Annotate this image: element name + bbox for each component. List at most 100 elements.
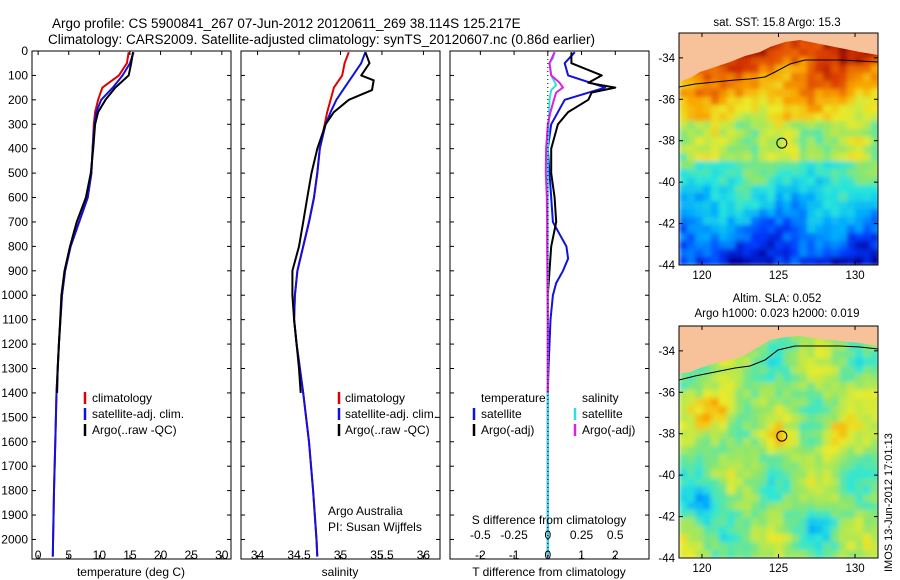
sla-cell (711, 454, 720, 463)
sla-cell (719, 494, 728, 503)
sst-cell (719, 121, 728, 130)
sla-cell (855, 374, 864, 383)
sst-cell (711, 169, 720, 178)
sla-cell (687, 382, 696, 391)
sst-cell (679, 201, 688, 210)
sla-cell (847, 486, 856, 495)
depth-tick-label: 0 (21, 44, 28, 58)
sst-cell (759, 193, 768, 202)
sla-cell (695, 526, 704, 535)
sst-cell (791, 121, 800, 130)
sla-cell (679, 414, 688, 423)
map-lon-label: 120 (692, 563, 711, 575)
sla-cell (775, 478, 784, 487)
sst-cell (863, 161, 872, 170)
sst-cell (783, 145, 792, 154)
sst-cell (775, 73, 784, 82)
sst-cell (703, 161, 712, 170)
sst-cell (775, 113, 784, 122)
sst-cell (807, 121, 816, 130)
sst-cell (815, 145, 824, 154)
sla-cell (695, 366, 704, 375)
sst-cell (719, 249, 728, 258)
sla-cell (823, 446, 832, 455)
sla-cell (759, 486, 768, 495)
x-tick-label: 25 (185, 548, 199, 562)
sst-cell (695, 121, 704, 130)
sst-cell (719, 169, 728, 178)
sla-cell (767, 390, 776, 399)
sst-cell (743, 177, 752, 186)
sst-cell (871, 145, 878, 154)
sla-cell (687, 398, 696, 407)
sst-cell (743, 249, 752, 258)
sst-cell (823, 201, 832, 210)
sst-cell (719, 137, 728, 146)
sst-cell (719, 177, 728, 186)
depth-axis: 0 100 200 300 400 500 600 700 800 900 1000 1100 1200… (1, 44, 649, 546)
sla-cell (711, 398, 720, 407)
sst-cell (807, 209, 816, 218)
sla-cell (775, 494, 784, 503)
sla-cell (863, 518, 872, 527)
sst-cell (791, 105, 800, 114)
sla-cell (871, 542, 878, 551)
sst-cell (679, 161, 688, 170)
sla-cell (863, 342, 872, 351)
sla-cell (799, 406, 808, 415)
sla-cell (799, 534, 808, 543)
sst-cell (759, 201, 768, 210)
sla-cell (703, 550, 712, 558)
sla-cell (759, 534, 768, 543)
sst-cell (799, 153, 808, 162)
x-tick-label: 35 (334, 548, 348, 562)
sla-cell (767, 446, 776, 455)
sla-cell (759, 342, 768, 351)
sla-cell (695, 502, 704, 511)
sst-cell (847, 129, 856, 138)
sst-cell (767, 209, 776, 218)
sst-cell (687, 153, 696, 162)
sst-cell (871, 113, 878, 122)
sst-cell (679, 233, 688, 242)
sst-cell (847, 49, 856, 58)
sst-cell (791, 193, 800, 202)
sla-cell (831, 390, 840, 399)
sst-cell (863, 169, 872, 178)
sla-cell (831, 382, 840, 391)
sst-cell (711, 193, 720, 202)
sst-cell (791, 113, 800, 122)
sst-cell (711, 161, 720, 170)
sst-cell (783, 73, 792, 82)
sla-cell (839, 422, 848, 431)
sla-cell (815, 422, 824, 431)
sla-cell (831, 526, 840, 535)
sla-cell (815, 534, 824, 543)
sst-cell (687, 161, 696, 170)
sla-cell (703, 382, 712, 391)
x-tick-label: 20 (154, 548, 168, 562)
sla-cell (863, 390, 872, 399)
sst-cell (815, 161, 824, 170)
sst-cell (695, 137, 704, 146)
sst-cell (767, 185, 776, 194)
map-lat-label: -36 (658, 94, 675, 106)
sla-cell (839, 350, 848, 359)
sla-cell (751, 438, 760, 447)
sla-cell (759, 398, 768, 407)
sst-cell (839, 145, 848, 154)
sla-cell (839, 414, 848, 423)
sst-cell (783, 201, 792, 210)
sla-cell (687, 494, 696, 503)
sst-cell (847, 249, 856, 258)
sst-cell (831, 233, 840, 242)
sst-cell (703, 169, 712, 178)
sst-cell (719, 233, 728, 242)
sst-cell (767, 153, 776, 162)
sst-cell (759, 233, 768, 242)
sla-cell (751, 422, 760, 431)
sla-map-subtitle: Argo h1000: 0.023 h2000: 0.019 (695, 308, 860, 320)
sla-cell (703, 438, 712, 447)
sla-cell (687, 518, 696, 527)
sst-cell (679, 97, 688, 106)
